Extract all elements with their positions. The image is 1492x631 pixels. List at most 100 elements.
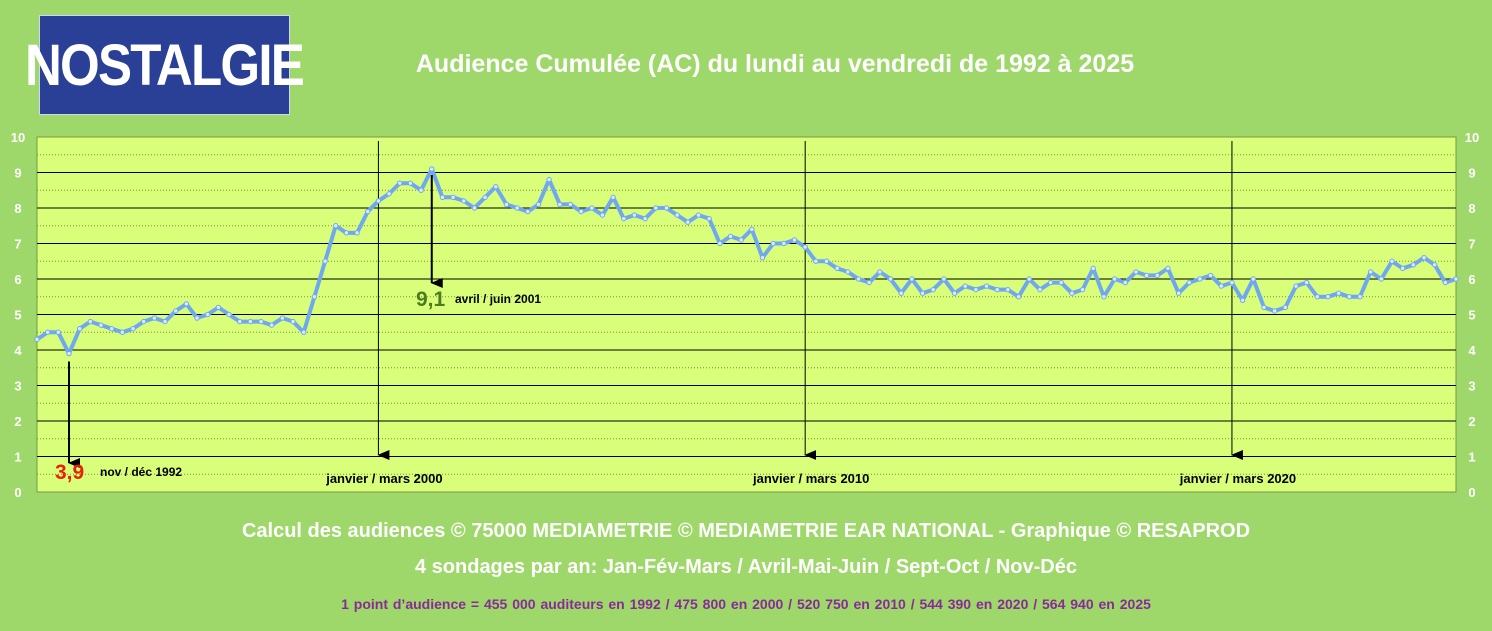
data-point: [34, 336, 40, 343]
data-point: [706, 215, 712, 222]
data-point: [1410, 262, 1417, 268]
data-point: [951, 290, 958, 296]
y-tick-label-left: 1: [14, 450, 21, 465]
data-point: [1143, 272, 1150, 279]
data-point: [685, 219, 691, 225]
data-point: [87, 318, 94, 325]
data-point: [695, 212, 702, 218]
data-point: [642, 215, 648, 222]
data-point: [1442, 279, 1449, 286]
data-point: [215, 304, 222, 311]
data-point: [525, 208, 531, 215]
data-point: [941, 276, 947, 282]
data-point: [578, 208, 584, 215]
data-point: [1197, 276, 1203, 282]
data-point: [567, 201, 574, 208]
data-point: [418, 187, 424, 193]
data-point: [1186, 279, 1192, 286]
y-tick-label-right: 0: [1468, 485, 1475, 500]
data-point: [749, 226, 755, 233]
data-point: [845, 269, 851, 275]
data-point: [535, 201, 542, 208]
data-point: [183, 301, 190, 307]
data-point: [66, 350, 72, 357]
data-point: [1026, 276, 1032, 282]
max-value-label: 9,1: [416, 288, 446, 311]
data-point: [172, 308, 179, 314]
data-point: [1239, 297, 1246, 303]
data-point: [1271, 308, 1278, 314]
data-point: [930, 286, 936, 293]
data-point: [130, 326, 136, 332]
data-point: [194, 315, 200, 321]
y-tick-label-left: 10: [11, 130, 25, 145]
data-point: [994, 286, 1000, 293]
data-point: [119, 329, 126, 335]
y-tick-label-right: 6: [1468, 272, 1475, 287]
data-point: [599, 212, 606, 218]
data-point: [1421, 255, 1427, 261]
data-point: [1079, 286, 1086, 293]
y-tick-label-left: 3: [14, 379, 21, 394]
y-tick-label-left: 7: [14, 237, 21, 252]
data-point: [674, 212, 680, 218]
data-point: [1015, 294, 1022, 300]
data-point: [1229, 279, 1235, 286]
y-tick-label-right: 9: [1468, 166, 1475, 181]
data-point: [1261, 304, 1267, 311]
data-point: [1218, 283, 1224, 289]
data-point: [1378, 276, 1385, 282]
data-point: [1293, 283, 1299, 289]
data-point: [439, 194, 446, 201]
data-point: [866, 279, 872, 286]
data-point: [610, 194, 616, 201]
y-tick-label-left: 4: [14, 343, 22, 358]
data-point: [546, 176, 552, 183]
data-point: [258, 318, 264, 325]
data-point: [290, 318, 296, 325]
year-marker-label: janvier / mars 2020: [1179, 471, 1296, 486]
data-point: [482, 194, 488, 201]
data-point: [962, 283, 968, 289]
data-point: [1058, 279, 1064, 286]
data-point: [429, 166, 435, 172]
y-tick-label-left: 8: [14, 201, 21, 216]
y-tick-label-left: 5: [14, 308, 21, 323]
y-tick-label-right: 8: [1468, 201, 1475, 216]
data-point: [802, 244, 808, 250]
data-point: [407, 180, 414, 186]
data-point: [877, 269, 883, 275]
data-point: [1165, 265, 1171, 272]
data-point: [1399, 265, 1406, 272]
data-point: [973, 286, 979, 293]
logo-text: NOSTALGIE: [25, 32, 305, 98]
data-point: [909, 276, 915, 282]
data-point: [823, 258, 830, 264]
data-point: [471, 205, 478, 211]
data-point: [386, 191, 392, 197]
y-tick-label-left: 9: [14, 166, 21, 181]
data-point: [557, 201, 563, 208]
y-tick-label-right: 1: [1468, 450, 1475, 465]
data-point: [354, 230, 360, 236]
data-point: [1090, 265, 1096, 272]
data-point: [781, 240, 787, 247]
data-point: [237, 318, 243, 325]
footer-audience-note: 1 point d’audience = 455 000 auditeurs e…: [341, 596, 1151, 612]
data-point: [834, 265, 840, 272]
data-point: [653, 205, 659, 211]
data-point: [770, 240, 776, 247]
y-tick-label-right: 5: [1468, 308, 1475, 323]
data-point: [269, 322, 275, 328]
year-marker-label: janvier / mars 2000: [325, 471, 442, 486]
data-point: [887, 276, 894, 282]
data-point: [1453, 276, 1459, 282]
data-point: [791, 237, 798, 243]
chart-title: Audience Cumulée (AC) du lundi au vendre…: [415, 50, 1135, 78]
data-point: [727, 233, 734, 240]
y-tick-label-right: 10: [1465, 130, 1479, 145]
data-point: [1314, 294, 1321, 300]
data-point: [717, 240, 723, 247]
data-point: [983, 283, 990, 289]
